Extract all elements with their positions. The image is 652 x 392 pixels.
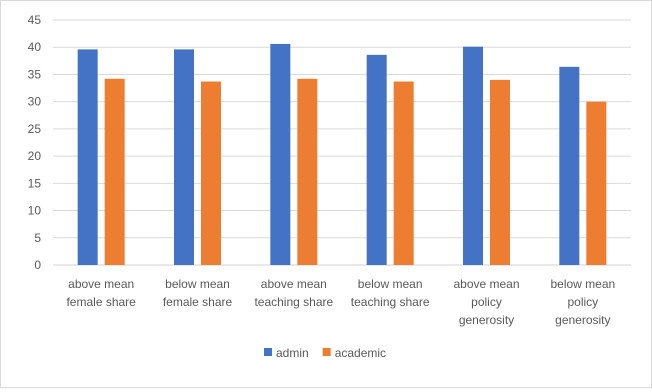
x-tick-label-line: female share [163, 295, 233, 309]
x-tick-label: above mean teaching share [254, 277, 333, 309]
y-axis: 0 5 10 15 20 25 30 35 40 45 [28, 13, 42, 272]
bar-academic [393, 81, 414, 266]
x-axis: above mean female share below mean female s… [66, 277, 615, 327]
bar-academic [490, 79, 510, 265]
legend: admin academic [264, 346, 386, 360]
x-tick-label-line: generosity [459, 313, 514, 327]
y-tick-label: 20 [28, 149, 42, 163]
y-tick-label: 35 [28, 67, 42, 81]
y-tick-label: 5 [34, 231, 41, 245]
x-tick-label: below mean female share [163, 277, 233, 309]
x-tick-label-line: teaching share [254, 295, 333, 309]
bar-academic [586, 101, 607, 266]
bar-admin [270, 43, 291, 266]
x-tick-label: above mean policy generosity [453, 277, 519, 327]
x-tick-label-line: below mean [550, 277, 615, 291]
bar-admin [559, 66, 580, 265]
bar-academic [104, 78, 125, 265]
x-tick-label-line: below mean [358, 277, 423, 291]
y-tick-label: 25 [28, 122, 42, 136]
x-tick-label: below mean teaching share [351, 277, 430, 309]
legend-label-admin: admin [276, 346, 309, 360]
bars [77, 43, 607, 266]
bar-admin [174, 49, 194, 266]
x-tick-label: below mean policy generosity [550, 277, 615, 327]
bar-admin [366, 54, 387, 265]
y-tick-label: 30 [28, 95, 42, 109]
bar-academic [201, 81, 221, 266]
gridlines [53, 19, 631, 266]
x-tick-label: above mean female share [66, 277, 136, 309]
legend-swatch-academic [322, 348, 331, 356]
x-tick-label-line: policy [567, 295, 598, 309]
bar-academic [297, 78, 318, 265]
bar-admin [77, 49, 98, 266]
y-tick-label: 10 [28, 204, 42, 218]
y-tick-label: 40 [28, 40, 42, 54]
x-tick-label-line: above mean [261, 277, 327, 291]
x-tick-label-line: above mean [68, 277, 134, 291]
x-tick-label-line: policy [471, 295, 502, 309]
legend-swatch-admin [264, 348, 272, 356]
legend-label-academic: academic [335, 346, 386, 360]
x-tick-label-line: above mean [453, 277, 519, 291]
x-tick-label-line: teaching share [351, 295, 430, 309]
y-tick-label: 0 [34, 258, 41, 272]
y-tick-label: 15 [28, 176, 42, 190]
bar-admin [463, 46, 483, 265]
x-tick-label-line: female share [66, 295, 136, 309]
x-tick-label-line: below mean [165, 277, 230, 291]
y-tick-label: 45 [28, 13, 42, 27]
x-tick-label-line: generosity [555, 313, 610, 327]
